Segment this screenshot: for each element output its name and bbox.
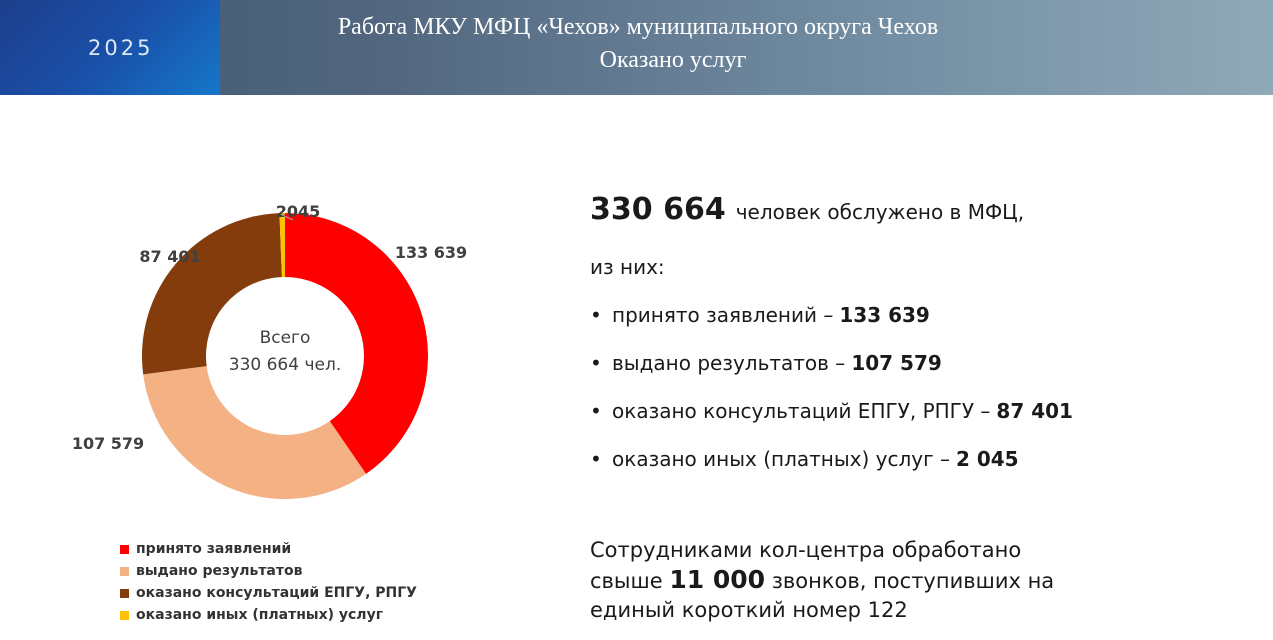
chart-legend: принято заявлений выдано результатов ока… [120, 538, 417, 626]
donut-center-label-1: Всего [260, 328, 311, 348]
callcenter-suffix: звонков, поступивших на [765, 569, 1055, 593]
legend-label: принято заявлений [136, 541, 292, 557]
legend-label: выдано результатов [136, 563, 303, 579]
legend-label: оказано консультаций ЕПГУ, РПГУ [136, 585, 417, 601]
year-label: 2025 [88, 36, 154, 60]
donut-data-label: 133 639 [395, 243, 467, 262]
list-item-value: 2 045 [955, 447, 1019, 471]
stats-panel: 330 664 человек обслужено в МФЦ, из них:… [590, 192, 1260, 495]
legend-item: принято заявлений [120, 538, 417, 560]
page-title: Работа МКУ МФЦ «Чехов» муниципального ок… [337, 14, 939, 40]
list-item: • принято заявлений – 133 639 [590, 303, 1260, 351]
list-item-text: выдано результатов – [612, 351, 846, 375]
header-banner: 2025 Работа МКУ МФЦ «Чехов» муниципально… [0, 0, 1273, 95]
donut-chart: 133 639 107 579 87 401 2045 Всего 330 664 ч… [72, 202, 467, 499]
year-block: 2025 [0, 0, 220, 95]
donut-data-label: 107 579 [72, 434, 144, 453]
list-item-text: оказано иных (платных) услуг – [612, 447, 950, 471]
donut-slices [142, 213, 428, 499]
stats-list: • принято заявлений – 133 639 • выдано р… [590, 303, 1260, 495]
bullet-symbol: • [590, 303, 602, 327]
page-subtitle: Оказано услуг [599, 47, 747, 73]
callcenter-line-3: единый короткий номер 122 [590, 598, 908, 622]
legend-item: оказано консультаций ЕПГУ, РПГУ [120, 582, 417, 604]
bullet-symbol: • [590, 351, 602, 375]
legend-swatch [120, 588, 129, 598]
donut-center-label-2: 330 664 чел. [229, 355, 341, 375]
list-item-text: оказано консультаций ЕПГУ, РПГУ – [612, 399, 991, 423]
bullet-symbol: • [590, 447, 602, 471]
bullet-symbol: • [590, 399, 602, 423]
callcenter-line-2: свыше 11 000 звонков, поступивших на [590, 565, 1260, 596]
callcenter-prefix: свыше [590, 569, 670, 593]
list-item: • выдано результатов – 107 579 [590, 351, 1260, 399]
donut-data-label: 2045 [276, 202, 321, 221]
list-item-text: принято заявлений – [612, 303, 834, 327]
callcenter-text: Сотрудниками кол-центра обработано свыше… [590, 536, 1260, 625]
list-item: • оказано иных (платных) услуг – 2 045 [590, 447, 1260, 495]
total-value: 330 664 [590, 192, 726, 227]
donut-data-label: 87 401 [139, 247, 200, 266]
legend-item: выдано результатов [120, 560, 417, 582]
leader-line [282, 214, 294, 221]
legend-item: оказано иных (платных) услуг [120, 604, 417, 626]
legend-label: оказано иных (платных) услуг [136, 607, 384, 623]
donut-slice [143, 366, 367, 499]
sub-text: из них: [590, 255, 665, 279]
list-item-value: 107 579 [851, 351, 942, 375]
donut-slice [279, 213, 285, 278]
total-text: человек обслужено в МФЦ, [735, 200, 1025, 224]
legend-swatch [120, 566, 129, 576]
donut-slice [285, 213, 428, 474]
callcenter-line-1: Сотрудниками кол-центра обработано [590, 538, 1022, 562]
list-item-value: 87 401 [996, 399, 1073, 423]
list-item-value: 133 639 [839, 303, 930, 327]
total-headline: 330 664 человек обслужено в МФЦ, [590, 192, 1260, 238]
list-item: • оказано консультаций ЕПГУ, РПГУ – 87 4… [590, 399, 1260, 447]
legend-swatch [120, 544, 129, 554]
donut-labels: 133 639 107 579 87 401 2045 [72, 202, 467, 453]
legend-swatch [120, 610, 129, 620]
donut-slice [142, 213, 282, 375]
callcenter-value: 11 000 [669, 565, 766, 594]
